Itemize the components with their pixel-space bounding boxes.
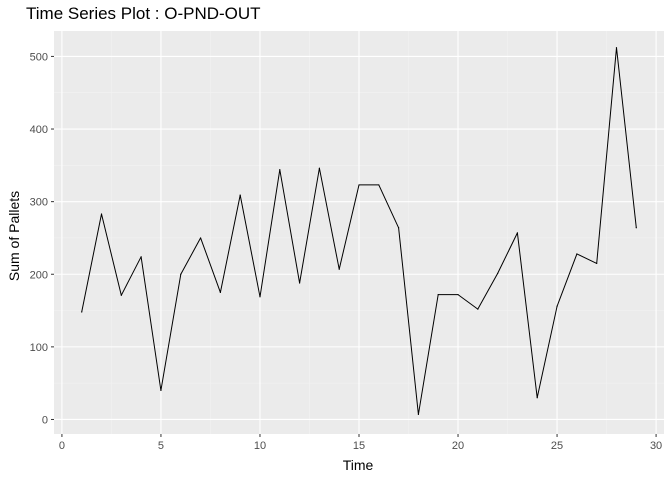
data-point bbox=[358, 184, 360, 186]
data-point bbox=[398, 227, 400, 229]
y-tick-label: 500 bbox=[30, 51, 48, 63]
data-point bbox=[199, 237, 202, 239]
data-point bbox=[477, 308, 479, 310]
data-point bbox=[259, 296, 261, 298]
data-point bbox=[556, 305, 558, 307]
data-point bbox=[279, 169, 281, 171]
data-point bbox=[457, 293, 459, 296]
x-tick-label: 30 bbox=[650, 440, 662, 452]
x-tick-label: 25 bbox=[551, 440, 563, 452]
data-point bbox=[140, 256, 142, 258]
data-point bbox=[437, 293, 439, 296]
y-axis: 0 100 200 300 400 500 bbox=[30, 51, 54, 426]
data-point bbox=[100, 213, 103, 215]
data-point bbox=[120, 294, 122, 296]
data-point bbox=[536, 397, 538, 399]
x-axis-title: Time bbox=[343, 457, 374, 473]
data-point bbox=[576, 253, 578, 255]
data-point bbox=[516, 232, 519, 234]
y-tick-label: 0 bbox=[42, 414, 48, 426]
y-tick-label: 300 bbox=[30, 197, 48, 209]
x-tick-label: 20 bbox=[452, 440, 464, 452]
y-tick-label: 200 bbox=[30, 269, 48, 281]
data-point bbox=[615, 47, 618, 49]
data-point bbox=[417, 413, 420, 415]
data-point bbox=[298, 282, 301, 284]
x-tick-label: 10 bbox=[254, 440, 266, 452]
x-tick-label: 5 bbox=[158, 440, 164, 452]
x-tick-label: 0 bbox=[59, 440, 65, 452]
data-point bbox=[81, 311, 83, 313]
y-tick-label: 100 bbox=[30, 342, 48, 354]
y-axis-title: Sum of Pallets bbox=[6, 191, 22, 281]
chart-title: Time Series Plot : O-PND-OUT bbox=[26, 4, 261, 23]
data-point bbox=[239, 194, 241, 196]
data-point bbox=[378, 184, 380, 186]
data-point bbox=[497, 272, 499, 275]
major-gridlines bbox=[54, 31, 664, 434]
data-point bbox=[635, 227, 637, 229]
data-point bbox=[318, 167, 320, 169]
data-point bbox=[596, 262, 598, 264]
series-layer bbox=[81, 47, 637, 415]
data-point bbox=[219, 291, 221, 294]
x-axis: 0 5 10 15 20 25 30 bbox=[59, 434, 662, 452]
data-point bbox=[180, 273, 182, 275]
data-point bbox=[160, 389, 162, 392]
data-point bbox=[338, 268, 340, 270]
x-tick-label: 15 bbox=[353, 440, 365, 452]
y-tick-label: 400 bbox=[30, 124, 48, 136]
